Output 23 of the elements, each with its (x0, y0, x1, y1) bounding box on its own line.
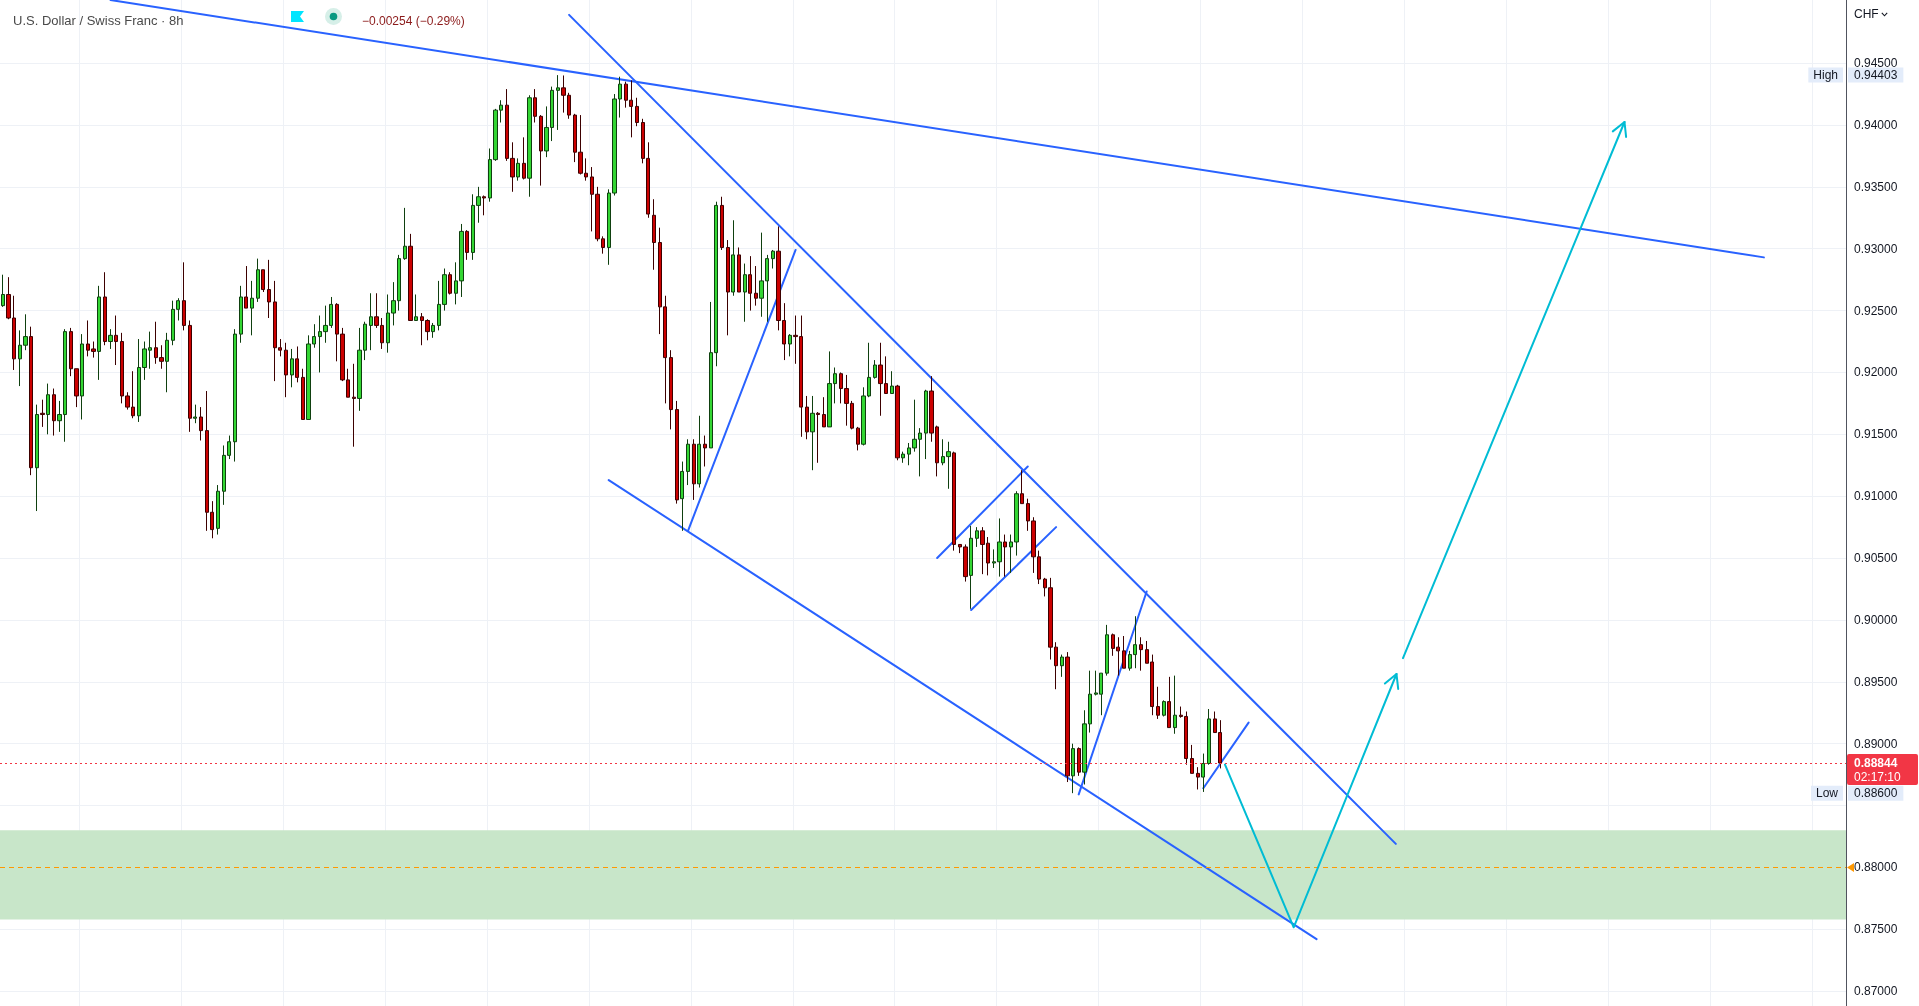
y-tick-label: 0.94500 (1854, 56, 1898, 71)
ref-line-label: 0.88844 02:17:10 (1854, 755, 1902, 784)
y-tick-label: 0.92500 (1854, 303, 1898, 318)
text: U.S. Dollar / Swiss Franc · 8h (13, 13, 184, 28)
text: 0.88600 (1854, 786, 1898, 801)
y-tick-label: 0.90500 (1854, 551, 1898, 566)
y-tick-label: 0.87500 (1854, 922, 1898, 937)
y-axis-title: CHF (1854, 7, 1879, 21)
y-tick-label: 0.89500 (1854, 674, 1898, 689)
y-tick-label: 0.92000 (1854, 365, 1898, 380)
text: −0.00254 (−0.29%) (362, 14, 465, 28)
y-tick-label: 0.91000 (1854, 489, 1898, 504)
y-tick-label: 0.89000 (1854, 736, 1898, 751)
y-tick-label: 0.91500 (1854, 427, 1898, 442)
y-tick-label: 0.87000 (1854, 984, 1898, 999)
text: 0.94403 (1854, 68, 1898, 83)
y-tick-label: 0.94000 (1854, 117, 1898, 132)
y-tick-label: 0.90000 (1854, 612, 1898, 627)
y-tick-label: 0.88000 (1854, 860, 1898, 875)
y-tick-label: 0.93500 (1854, 179, 1898, 194)
annotation: Low (1815, 786, 1839, 801)
y-tick-label: 0.93000 (1854, 241, 1898, 256)
annotation: High (1813, 68, 1838, 83)
